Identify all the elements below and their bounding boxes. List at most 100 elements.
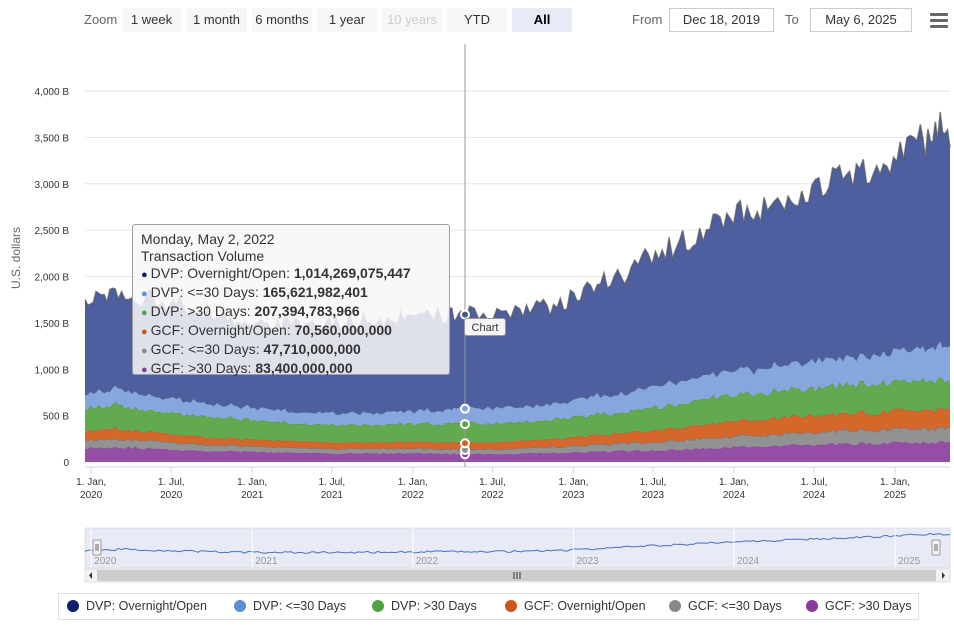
y-tick-label: 3,000 B (35, 180, 70, 191)
legend-item-dvp-30-days[interactable]: DVP: >30 Days (372, 599, 477, 615)
x-tick-label-line1: 1. Jan, (237, 477, 267, 488)
zoom-all-button[interactable]: All (512, 8, 572, 32)
navigator-left-handle[interactable] (92, 539, 102, 556)
x-tick-label-line1: 1. Jan, (880, 477, 910, 488)
tooltip-series-name: DVP: >30 Days (150, 303, 247, 319)
legend-item-gcf-30-days[interactable]: GCF: <=30 Days (669, 599, 782, 615)
tooltip-row: ● GCF: Overnight/Open: 70,560,000,000 (141, 322, 392, 338)
navigator-year-label: 2023 (576, 556, 599, 567)
tooltip-bullet-icon: ● (141, 288, 148, 300)
legend-item-gcf-30-days[interactable]: GCF: >30 Days (806, 599, 912, 615)
tooltip-series-value: 165,621,982,401 (262, 284, 368, 300)
y-axis-title: U.S. dollars (9, 227, 23, 289)
tooltip-row: ● DVP: <=30 Days: 165,621,982,401 (141, 284, 368, 300)
x-tick-label-line1: 1. Jan, (398, 477, 428, 488)
tooltip-series-value: 1,014,269,075,447 (293, 265, 411, 281)
tooltip-series-value: 83,400,000,000 (255, 360, 353, 376)
legend-dot-icon (67, 600, 79, 612)
tooltip-bullet-icon: ● (141, 345, 148, 357)
x-tick-label-line2: 2020 (160, 490, 183, 501)
area-gcf-30-days (85, 440, 950, 462)
tooltip-series-name: GCF: Overnight/Open (150, 322, 287, 338)
scroll-left-arrow-icon[interactable] (89, 572, 92, 579)
hover-marker (460, 419, 470, 430)
y-tick-label: 3,500 B (35, 133, 70, 144)
zoom-1-month-button[interactable]: 1 month (186, 8, 247, 32)
legend-item-dvp-overnight-open[interactable]: DVP: Overnight/Open (67, 599, 207, 615)
x-tick-label-line1: 1. Jul, (640, 477, 667, 488)
zoom-1-year-button[interactable]: 1 year (317, 8, 377, 32)
x-tick-label-line2: 2024 (803, 490, 826, 501)
tooltip-row: ● GCF: >30 Days: 83,400,000,000 (141, 360, 353, 376)
tooltip-row: ● DVP: >30 Days: 207,394,783,966 (141, 303, 360, 319)
legend-label: GCF: >30 Days (825, 599, 912, 613)
tooltip-series-value: 70,560,000,000 (294, 322, 392, 338)
area-dvp-30-days (85, 340, 950, 427)
navigator-year-label: 2025 (898, 556, 921, 567)
legend-dot-icon (372, 600, 384, 612)
area-dvp-30-days (85, 377, 950, 444)
tooltip-bullet-icon: ● (141, 269, 148, 281)
legend-dot-icon (806, 600, 818, 612)
x-tick-label-line2: 2022 (402, 490, 425, 501)
x-tick-label-line2: 2025 (884, 490, 907, 501)
navigator-year-label: 2022 (416, 556, 439, 567)
x-axis-ticks: 1. Jan, 2020 1. Jul, 2020 1. Jan, 2021 1. Jul,… (76, 467, 910, 501)
range-selector-toolbar: Zoom 1 week 1 month 6 months 1 year 10 y… (0, 8, 954, 34)
tooltip-bullet-icon: ● (141, 307, 148, 319)
zoom-10-years-button[interactable]: 10 years (382, 8, 442, 32)
zoom-1-week-button[interactable]: 1 week (122, 8, 181, 32)
x-tick-label-line1: 1. Jul, (479, 477, 506, 488)
x-tick-label-line2: 2021 (321, 490, 344, 501)
tooltip-series-name: GCF: >30 Days (150, 360, 248, 376)
to-date-input[interactable]: May 6, 2025 (810, 8, 912, 32)
legend-item-gcf-overnight-open[interactable]: GCF: Overnight/Open (505, 599, 646, 615)
tooltip-series-value: 207,394,783,966 (254, 303, 360, 319)
y-axis-ticks: 0 500 B 1,000 B 1,500 B 2,000 B 2,500 B 3,000 … (35, 87, 70, 469)
navigator-series-line (84, 532, 950, 554)
tooltip-subtitle: Transaction Volume (141, 248, 265, 264)
tooltip-row: ● DVP: Overnight/Open: 1,014,269,075,447 (141, 265, 411, 281)
tooltip-row: ● GCF: <=30 Days: 47,710,000,000 (141, 341, 361, 357)
legend: DVP: Overnight/Open DVP: <=30 Days DVP: >3… (58, 593, 919, 620)
x-tick-label-line2: 2021 (241, 490, 264, 501)
zoom-label: Zoom (84, 12, 118, 27)
x-tick-label-line2: 2020 (80, 490, 103, 501)
x-tick-label-line2: 2022 (481, 490, 504, 501)
navigator-year-label: 2024 (737, 556, 760, 567)
from-label: From (632, 12, 663, 27)
hover-marker (460, 438, 470, 449)
zoom-ytd-button[interactable]: YTD (447, 8, 507, 32)
zoom-6-months-button[interactable]: 6 months (252, 8, 312, 32)
hover-markers (460, 309, 470, 460)
tooltip-series-name: DVP: <=30 Days (150, 284, 255, 300)
y-tick-label: 1,500 B (35, 319, 70, 330)
tooltip-date: Monday, May 2, 2022 (141, 231, 275, 247)
legend-dot-icon (234, 600, 246, 612)
x-tick-label-line1: 1. Jul, (801, 477, 828, 488)
legend-label: DVP: <=30 Days (253, 599, 347, 613)
x-tick-label-line1: 1. Jul, (158, 477, 185, 488)
y-tick-label: 4,000 B (35, 87, 70, 98)
chart-badge: Chart (464, 318, 506, 336)
legend-item-dvp-30-days[interactable]: DVP: <=30 Days (234, 599, 346, 615)
legend-label: GCF: <=30 Days (688, 599, 782, 613)
scroll-right-arrow-icon[interactable] (942, 572, 945, 579)
y-tick-label: 2,500 B (35, 226, 70, 237)
tooltip-bullet-icon: ● (141, 326, 148, 338)
legend-label: DVP: >30 Days (391, 599, 477, 613)
navigator-right-handle[interactable] (931, 539, 941, 556)
hamburger-menu-icon[interactable] (930, 13, 948, 28)
from-date-input[interactable]: Dec 18, 2019 (669, 8, 774, 32)
x-tick-label-line1: 1. Jan, (719, 477, 749, 488)
legend-label: GCF: Overnight/Open (524, 599, 646, 613)
x-tick-label-line2: 2023 (562, 490, 585, 501)
tooltip-series-name: GCF: <=30 Days (150, 341, 256, 357)
x-tick-label-line1: 1. Jan, (76, 477, 106, 488)
legend-dot-icon (669, 600, 681, 612)
x-tick-label-line1: 1. Jan, (558, 477, 588, 488)
x-tick-label-line2: 2024 (723, 490, 746, 501)
y-tick-label: 1,000 B (35, 365, 70, 376)
y-tick-label: 500 B (43, 412, 69, 423)
y-tick-label: 2,000 B (35, 273, 70, 284)
